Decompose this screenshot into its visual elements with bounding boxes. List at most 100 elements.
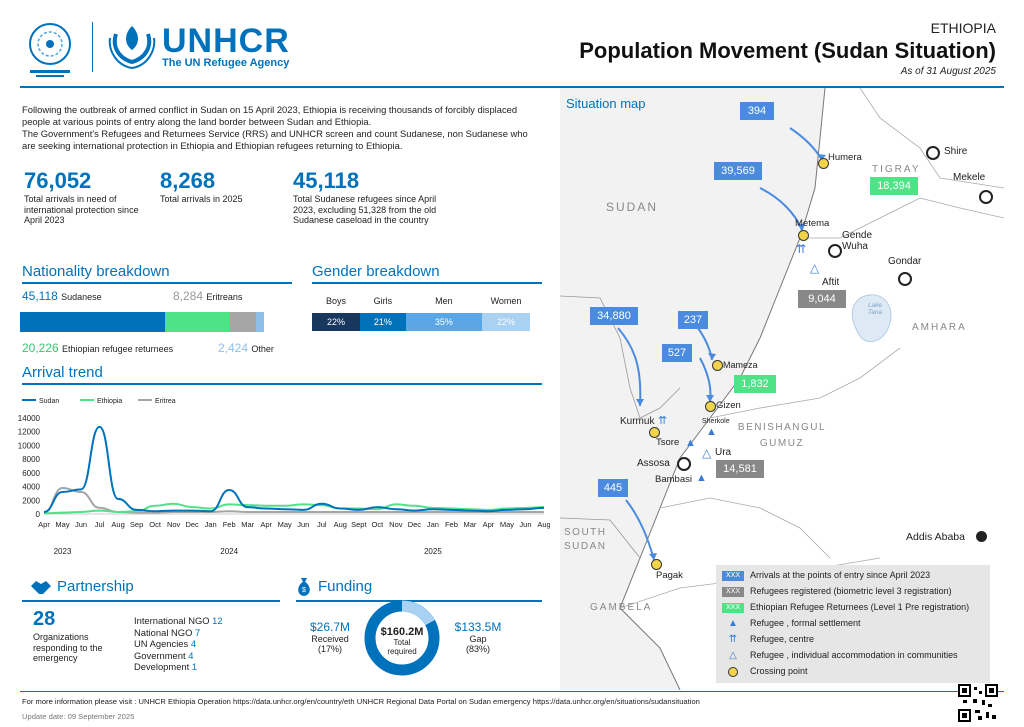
- qr-code-icon[interactable]: [958, 684, 998, 722]
- nationality-segment: [229, 312, 257, 332]
- eritreans-value: 8,284: [173, 289, 204, 303]
- y-tick-label: 4000: [22, 483, 40, 492]
- partner-row: National NGO 7: [134, 626, 201, 638]
- stat-total-arrivals: 76,052 Total arrivals in need of interna…: [24, 168, 144, 226]
- gender-segment: 22%: [482, 313, 530, 331]
- place-label: Gizen: [716, 400, 741, 411]
- x-tick-label: Jan: [427, 520, 439, 529]
- donut-received-arc: [364, 600, 440, 676]
- y-tick-label: 12000: [18, 428, 41, 437]
- gender-label: Men: [435, 296, 453, 306]
- section-underline: [22, 600, 280, 602]
- stat-label: Total arrivals in need of international …: [24, 194, 139, 225]
- partner-row: UN Agencies 4: [134, 638, 197, 649]
- year-label: 2025: [424, 547, 442, 556]
- other-legend: 2,424 Other: [218, 341, 274, 355]
- y-tick-label: 14000: [18, 414, 41, 423]
- country-label: ETHIOPIA: [930, 20, 996, 36]
- intro-text: Following the outbreak of armed conflict…: [22, 104, 542, 152]
- refugee-settlement-icon: ▲: [706, 426, 717, 438]
- eritreans-label: Eritreans: [206, 292, 243, 302]
- x-tick-label: Aug: [334, 520, 347, 529]
- sudanese-legend: 45,118 Sudanese: [22, 289, 102, 303]
- place-label: Mekele: [953, 172, 986, 183]
- city-icon: [979, 190, 993, 204]
- refugee-community-icon: △: [810, 261, 820, 275]
- region-label: SUDAN: [606, 200, 659, 214]
- arrival-trend-title: Arrival trend: [22, 364, 103, 381]
- x-tick-label: Jul: [95, 520, 105, 529]
- refugee-community-icon: △: [702, 446, 712, 460]
- y-tick-label: 2000: [22, 496, 40, 505]
- year-label: 2024: [220, 547, 238, 556]
- legend-biometric: XXX Refugees registered (biometric level …: [722, 585, 952, 597]
- handshake-icon: [30, 578, 52, 596]
- header-divider: [20, 86, 1004, 88]
- place-label: Aftit: [822, 277, 840, 288]
- stat-label: Total Sudanese refugees since April 2023…: [293, 194, 437, 225]
- legend-label: Eritrea: [155, 398, 176, 405]
- partner-breakdown: International NGO 12 National NGO 7 UN A…: [134, 615, 223, 673]
- partner-row: Government 4: [134, 649, 194, 661]
- unhcr-wordmark: UNHCR: [162, 22, 290, 60]
- x-tick-label: Nov: [167, 520, 181, 529]
- stat-sudanese-refugees: 45,118 Total Sudanese refugees since Apr…: [293, 168, 453, 226]
- region-label: GAMBELA: [590, 602, 653, 613]
- legend-centre: ⇈ Refugee, centre: [722, 633, 814, 645]
- funding-donut: [364, 600, 440, 676]
- place-label: Assosa: [637, 458, 670, 469]
- money-bag-icon: $: [296, 577, 312, 597]
- arrival-trend-chart: Sudan Ethiopia Eritrea 0 2000 4000 6000 8000 100…: [18, 398, 550, 556]
- crossing-point-icon: [712, 360, 723, 371]
- crossing-point-icon: [818, 158, 829, 169]
- unhcr-emblem-icon: [106, 20, 158, 70]
- legend-arrivals: XXX Arrivals at the points of entry since…: [722, 569, 930, 581]
- funding-total: $160.2M Total required: [380, 626, 424, 656]
- x-tick-label: Jun: [75, 520, 87, 529]
- y-tick-label: 10000: [18, 441, 41, 450]
- x-tick-label: Feb: [445, 520, 458, 529]
- x-tick-label: Oct: [371, 520, 384, 529]
- returnees-label: Ethiopian refugee returnees: [62, 344, 174, 354]
- capital-icon: [976, 531, 987, 542]
- footer-update-date: Update date: 09 September 2025: [22, 712, 135, 721]
- place-label: Sherkole: [702, 418, 730, 425]
- section-underline: [296, 600, 542, 602]
- partnership-title: Partnership: [57, 578, 134, 595]
- other-value: 2,424: [218, 341, 249, 355]
- x-tick-label: May: [55, 520, 69, 529]
- city-icon: [926, 146, 940, 160]
- x-tick-label: Mar: [241, 520, 254, 529]
- x-tick-label: Aug: [537, 520, 550, 529]
- arrival-badge: 527: [662, 344, 692, 362]
- y-tick-label: 8000: [22, 455, 40, 464]
- nationality-segment: [20, 312, 165, 332]
- y-tick-label: 6000: [22, 469, 40, 478]
- x-tick-label: May: [500, 520, 514, 529]
- place-label: Shire: [944, 146, 968, 157]
- nationality-segment: [256, 312, 264, 332]
- ethiopia-rrs-logo: [22, 20, 82, 78]
- x-tick-label: Aug: [111, 520, 124, 529]
- stat-value: 45,118: [293, 168, 360, 193]
- partner-row: Development 1: [134, 661, 198, 672]
- stat-value: 76,052: [24, 168, 92, 193]
- stat-arrivals-2025: 8,268 Total arrivals in 2025: [160, 168, 270, 205]
- nationality-title: Nationality breakdown: [22, 263, 170, 280]
- legend-label: Ethiopia: [97, 398, 122, 405]
- place-label: Bambasi: [655, 474, 692, 485]
- year-label: 2023: [54, 547, 72, 556]
- stat-value: 8,268: [160, 168, 216, 193]
- city-icon: [677, 457, 691, 471]
- place-label: Gende Wuha: [842, 230, 873, 252]
- refugee-centre-icon: ⇈: [658, 415, 668, 427]
- biometric-badge: 9,044: [798, 290, 846, 308]
- intro-paragraph-1: Following the outbreak of armed conflict…: [22, 104, 518, 127]
- other-label: Other: [251, 344, 274, 354]
- crossing-point-icon: [649, 427, 660, 438]
- city-icon: [828, 244, 842, 258]
- legend-label: Sudan: [39, 398, 59, 405]
- legend-community: △ Refugee , individual accommodation in c…: [722, 649, 957, 661]
- nationality-segment: [164, 312, 230, 332]
- legend-returnees: XXX Ethiopian Refugee Returnees (Level 1 …: [722, 601, 969, 613]
